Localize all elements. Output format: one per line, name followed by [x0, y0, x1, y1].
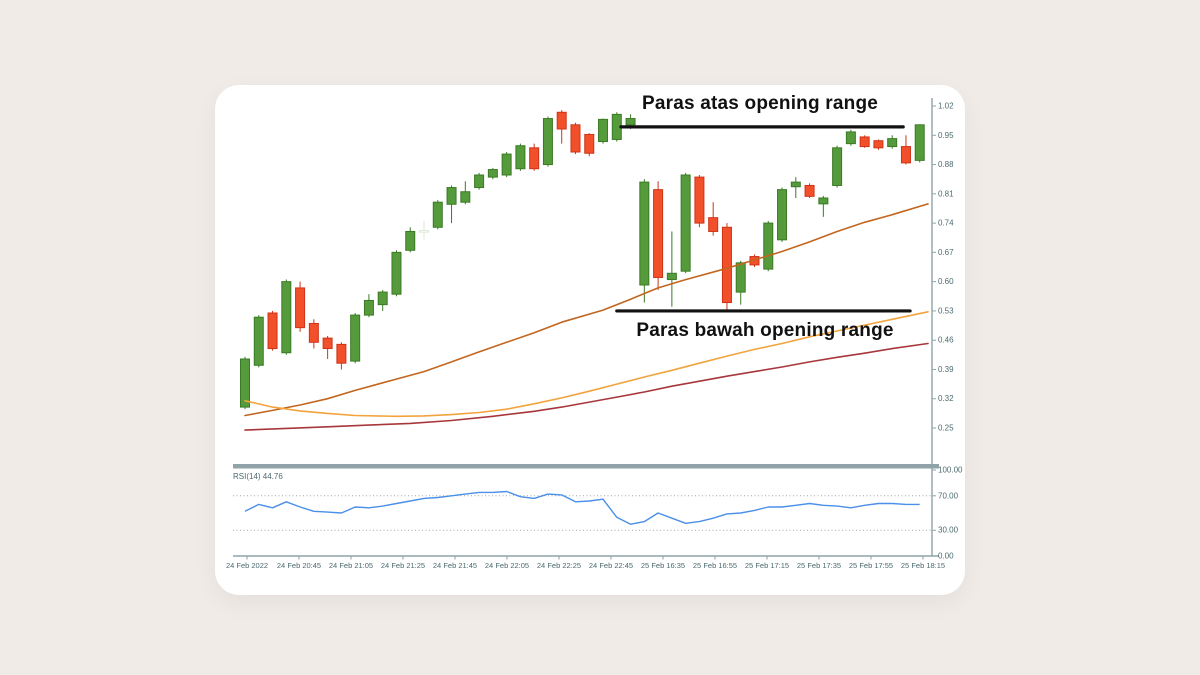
- svg-text:100.00: 100.00: [938, 466, 963, 475]
- ma-slow-dark-red: [244, 342, 929, 431]
- opening-range-lines: [615, 125, 912, 313]
- pane-separators: [233, 464, 939, 557]
- svg-text:0.95: 0.95: [938, 131, 954, 140]
- svg-text:0.46: 0.46: [938, 336, 954, 345]
- svg-text:0.74: 0.74: [938, 219, 954, 228]
- svg-text:25 Feb 18:15: 25 Feb 18:15: [901, 561, 945, 570]
- svg-text:0.39: 0.39: [938, 365, 954, 374]
- price-axis: 1.02 0.95 0.88 0.81 0.74 0.67 0.60 0.53 0.46 0.39…: [931, 98, 954, 556]
- svg-text:1.02: 1.02: [938, 102, 954, 111]
- moving-averages-layer: [244, 203, 929, 431]
- svg-text:0.67: 0.67: [938, 248, 954, 257]
- chart-card: 1.02 0.95 0.88 0.81 0.74 0.67 0.60 0.53 0.46 0.39…: [215, 85, 965, 595]
- svg-text:24 Feb 22:05: 24 Feb 22:05: [485, 561, 529, 570]
- rsi-line: [244, 490, 920, 525]
- svg-text:24 Feb 20:45: 24 Feb 20:45: [277, 561, 321, 570]
- ma-mid-light-orange: [244, 311, 929, 418]
- ma-fast-orange: [244, 203, 929, 417]
- svg-text:24 Feb 21:25: 24 Feb 21:25: [381, 561, 425, 570]
- svg-text:25 Feb 16:55: 25 Feb 16:55: [693, 561, 737, 570]
- candles-layer: [240, 110, 925, 410]
- svg-text:24 Feb 2022: 24 Feb 2022: [226, 561, 268, 570]
- svg-text:24 Feb 21:45: 24 Feb 21:45: [433, 561, 477, 570]
- svg-text:0.32: 0.32: [938, 394, 954, 403]
- svg-text:25 Feb 17:15: 25 Feb 17:15: [745, 561, 789, 570]
- svg-text:70.00: 70.00: [938, 491, 959, 500]
- svg-text:0.60: 0.60: [938, 277, 954, 286]
- time-axis: 24 Feb 2022 24 Feb 20:45 24 Feb 21:05 24 Fe…: [226, 556, 945, 570]
- svg-text:25 Feb 16:35: 25 Feb 16:35: [641, 561, 685, 570]
- svg-text:0.53: 0.53: [938, 306, 954, 315]
- rsi-pane: 100.00 70.00 30.00 0.00: [233, 466, 963, 561]
- svg-text:0.88: 0.88: [938, 160, 954, 169]
- svg-text:0.00: 0.00: [938, 552, 954, 561]
- svg-text:24 Feb 21:05: 24 Feb 21:05: [329, 561, 373, 570]
- svg-text:0.81: 0.81: [938, 189, 954, 198]
- svg-text:25 Feb 17:55: 25 Feb 17:55: [849, 561, 893, 570]
- svg-text:0.25: 0.25: [938, 424, 954, 433]
- candlestick-chart: 1.02 0.95 0.88 0.81 0.74 0.67 0.60 0.53 0.46 0.39…: [226, 98, 963, 570]
- svg-text:24 Feb 22:45: 24 Feb 22:45: [589, 561, 633, 570]
- svg-text:25 Feb 17:35: 25 Feb 17:35: [797, 561, 841, 570]
- svg-text:30.00: 30.00: [938, 526, 959, 535]
- svg-text:24 Feb 22:25: 24 Feb 22:25: [537, 561, 581, 570]
